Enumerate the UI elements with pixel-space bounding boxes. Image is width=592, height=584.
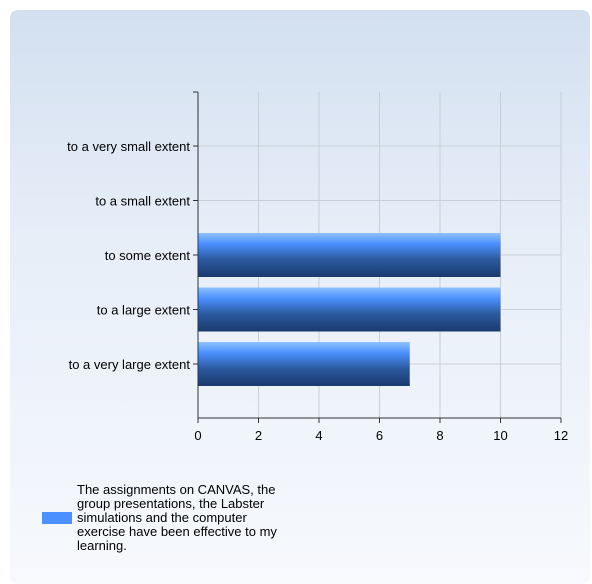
- category-label: to a large extent: [97, 303, 191, 318]
- bar: [198, 342, 410, 386]
- x-tick-label: 2: [255, 428, 262, 443]
- bar: [198, 233, 501, 277]
- bars: [198, 233, 501, 386]
- x-tick-label: 0: [194, 428, 201, 443]
- legend-label: The assignments on CANVAS, the group pre…: [77, 482, 277, 553]
- category-labels: to a very small extent to a small extent t…: [67, 139, 190, 372]
- category-label: to some extent: [105, 248, 191, 263]
- category-label: to a very small extent: [67, 139, 190, 154]
- x-tick-label: 6: [376, 428, 383, 443]
- x-tick-label: 4: [315, 428, 322, 443]
- legend: The assignments on CANVAS, the group pre…: [42, 483, 312, 553]
- axes: 0 2 4 6 8 10 12: [193, 91, 568, 443]
- category-label: to a small extent: [95, 194, 190, 209]
- category-label: to a very large extent: [69, 357, 191, 372]
- x-tick-label: 10: [493, 428, 507, 443]
- legend-swatch: [42, 512, 72, 524]
- x-tick-label: 12: [554, 428, 568, 443]
- bar: [198, 287, 501, 332]
- x-tick-label: 8: [436, 428, 443, 443]
